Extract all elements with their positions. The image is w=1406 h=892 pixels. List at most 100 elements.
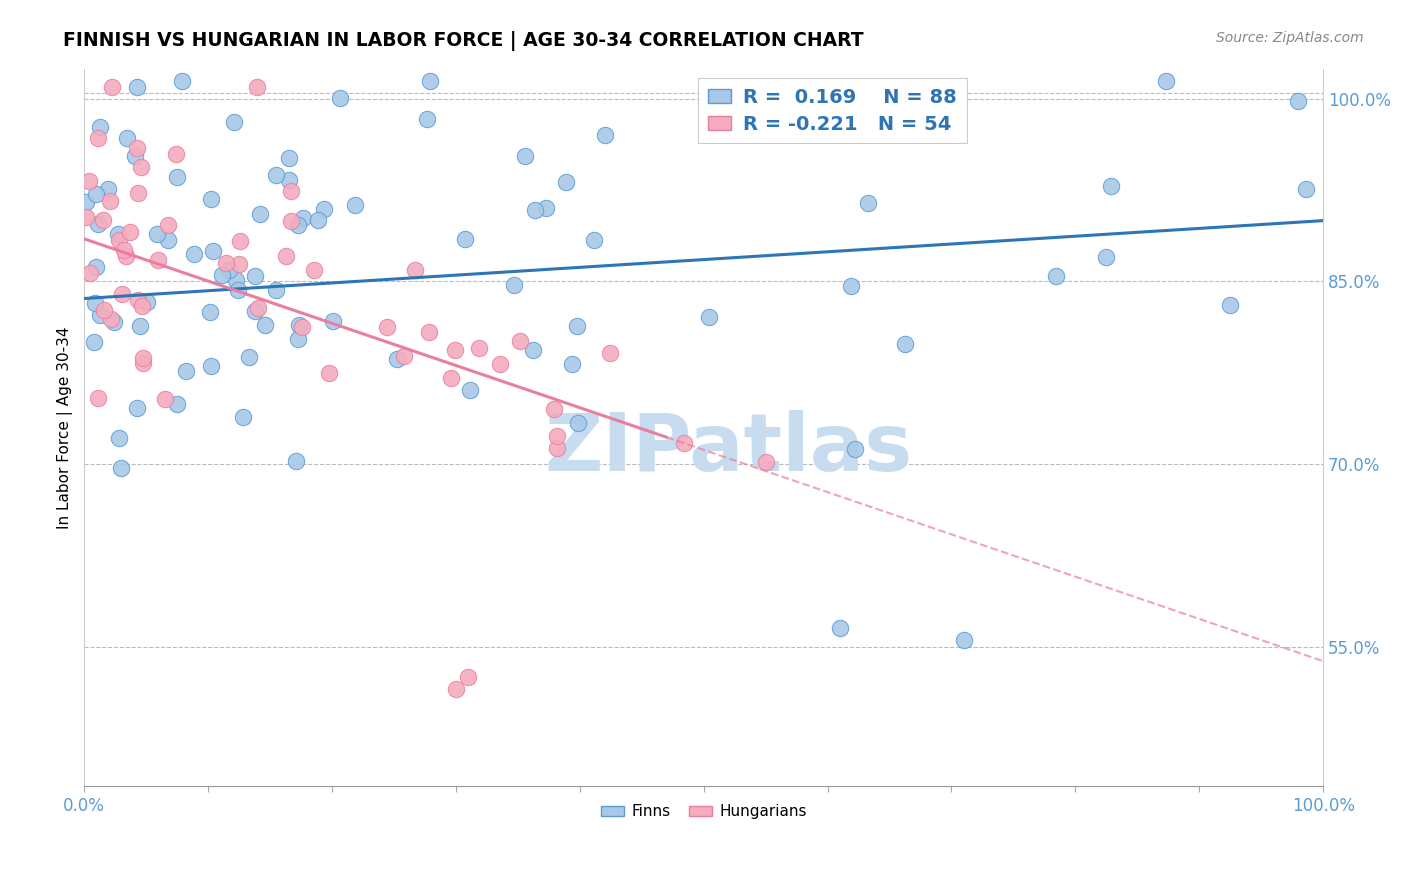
Point: [89, 308, 111, 322]
Point: [97, 182, 120, 196]
Point: [936, 122, 959, 136]
Point: [75, 211, 97, 225]
Point: [419, 73, 441, 87]
Point: [202, 244, 225, 258]
Point: [277, 151, 299, 165]
Point: [457, 670, 479, 684]
Point: [287, 218, 309, 232]
Point: [291, 320, 314, 334]
Point: [128, 186, 150, 201]
Point: [118, 226, 141, 240]
Point: [856, 195, 879, 210]
Point: [249, 207, 271, 221]
Point: [280, 214, 302, 228]
Point: [224, 115, 246, 129]
Point: [697, 310, 720, 325]
Point: [200, 359, 222, 373]
Point: [112, 243, 135, 257]
Point: [524, 203, 547, 218]
Point: [125, 141, 148, 155]
Point: [292, 211, 315, 225]
Point: [416, 112, 439, 127]
Point: [84, 296, 107, 310]
Point: [264, 283, 287, 297]
Point: [79, 266, 101, 280]
Point: [84, 186, 107, 201]
Text: ZIPatlas: ZIPatlas: [544, 410, 912, 488]
Point: [174, 364, 197, 378]
Point: [274, 249, 297, 263]
Point: [75, 194, 97, 209]
Point: [343, 198, 366, 212]
Point: [468, 341, 491, 355]
Point: [392, 349, 415, 363]
Point: [124, 149, 146, 163]
Point: [307, 212, 329, 227]
Point: [146, 227, 169, 242]
Point: [246, 79, 269, 94]
Point: [444, 682, 467, 697]
Point: [1219, 298, 1241, 312]
Point: [546, 429, 568, 443]
Point: [211, 268, 233, 282]
Point: [115, 249, 138, 263]
Point: [1045, 268, 1067, 283]
Point: [247, 301, 270, 316]
Point: [228, 257, 250, 271]
Point: [200, 192, 222, 206]
Point: [131, 356, 153, 370]
Point: [131, 299, 153, 313]
Point: [565, 319, 588, 334]
Point: [156, 233, 179, 247]
Point: [828, 621, 851, 635]
Point: [1295, 182, 1317, 196]
Point: [218, 263, 240, 277]
Point: [546, 441, 568, 455]
Point: [755, 454, 778, 468]
Point: [1286, 95, 1309, 109]
Point: [509, 334, 531, 349]
Point: [243, 268, 266, 283]
Point: [215, 255, 238, 269]
Point: [100, 312, 122, 326]
Point: [953, 633, 976, 648]
Point: [156, 218, 179, 232]
Point: [232, 410, 254, 425]
Point: [229, 234, 252, 248]
Point: [503, 277, 526, 292]
Point: [166, 169, 188, 184]
Point: [522, 343, 544, 357]
Point: [127, 401, 149, 415]
Point: [89, 120, 111, 134]
Point: [894, 337, 917, 351]
Point: [302, 263, 325, 277]
Point: [93, 303, 115, 318]
Point: [172, 73, 194, 87]
Legend: Finns, Hungarians: Finns, Hungarians: [595, 798, 813, 825]
Point: [1099, 179, 1122, 194]
Point: [1154, 73, 1177, 87]
Point: [277, 172, 299, 186]
Point: [844, 442, 866, 456]
Point: [253, 318, 276, 333]
Point: [322, 314, 344, 328]
Point: [111, 286, 134, 301]
Point: [83, 334, 105, 349]
Point: [98, 194, 121, 208]
Point: [1095, 250, 1118, 264]
Point: [264, 168, 287, 182]
Point: [125, 80, 148, 95]
Point: [238, 350, 260, 364]
Point: [582, 234, 605, 248]
Point: [285, 454, 308, 468]
Point: [536, 201, 558, 215]
Point: [127, 293, 149, 307]
Point: [87, 391, 110, 405]
Point: [673, 436, 696, 450]
Point: [329, 91, 352, 105]
Point: [225, 273, 247, 287]
Point: [561, 357, 583, 371]
Point: [839, 279, 862, 293]
Point: [166, 397, 188, 411]
Point: [555, 175, 578, 189]
